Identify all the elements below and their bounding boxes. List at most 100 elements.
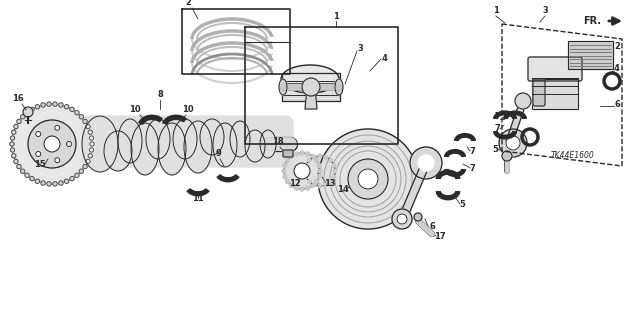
Ellipse shape bbox=[335, 79, 343, 95]
Circle shape bbox=[44, 136, 60, 152]
Circle shape bbox=[47, 182, 51, 186]
Circle shape bbox=[312, 183, 316, 187]
Circle shape bbox=[305, 152, 310, 156]
Circle shape bbox=[41, 181, 45, 185]
Circle shape bbox=[36, 152, 41, 157]
Circle shape bbox=[329, 159, 332, 162]
Circle shape bbox=[305, 186, 310, 190]
Circle shape bbox=[59, 181, 63, 185]
Ellipse shape bbox=[173, 119, 197, 159]
FancyBboxPatch shape bbox=[533, 80, 545, 106]
Text: 2: 2 bbox=[614, 42, 620, 51]
Circle shape bbox=[17, 164, 21, 169]
Ellipse shape bbox=[230, 121, 250, 157]
Ellipse shape bbox=[213, 123, 237, 167]
Circle shape bbox=[75, 110, 79, 115]
Circle shape bbox=[79, 169, 84, 174]
Circle shape bbox=[285, 159, 289, 162]
Circle shape bbox=[28, 120, 76, 168]
Text: 7: 7 bbox=[494, 112, 500, 121]
Text: 10: 10 bbox=[182, 105, 194, 114]
Circle shape bbox=[294, 163, 310, 179]
Circle shape bbox=[332, 163, 335, 167]
Circle shape bbox=[515, 93, 531, 109]
Circle shape bbox=[410, 147, 442, 179]
Circle shape bbox=[305, 163, 308, 167]
Circle shape bbox=[305, 156, 335, 186]
Text: 17: 17 bbox=[434, 232, 446, 241]
Circle shape bbox=[70, 176, 74, 181]
Circle shape bbox=[324, 155, 328, 159]
FancyBboxPatch shape bbox=[282, 73, 340, 101]
Ellipse shape bbox=[279, 79, 287, 95]
Circle shape bbox=[10, 136, 15, 140]
Circle shape bbox=[30, 176, 34, 181]
Ellipse shape bbox=[104, 131, 132, 171]
Circle shape bbox=[10, 142, 14, 146]
Circle shape bbox=[300, 187, 304, 191]
Circle shape bbox=[47, 102, 51, 106]
Polygon shape bbox=[506, 101, 526, 144]
Circle shape bbox=[289, 183, 293, 188]
Ellipse shape bbox=[260, 130, 276, 158]
Circle shape bbox=[59, 103, 63, 107]
Text: 3: 3 bbox=[542, 6, 548, 15]
Circle shape bbox=[310, 154, 315, 159]
Circle shape bbox=[25, 110, 29, 115]
Circle shape bbox=[315, 180, 319, 183]
Text: 2: 2 bbox=[185, 0, 191, 7]
Text: 6: 6 bbox=[429, 222, 435, 231]
Circle shape bbox=[20, 169, 25, 174]
Circle shape bbox=[30, 107, 34, 112]
Circle shape bbox=[86, 124, 90, 129]
Ellipse shape bbox=[146, 119, 170, 159]
Circle shape bbox=[52, 182, 57, 186]
Text: 4: 4 bbox=[381, 54, 387, 63]
Circle shape bbox=[20, 115, 25, 119]
Circle shape bbox=[83, 164, 87, 169]
Circle shape bbox=[65, 105, 69, 109]
Circle shape bbox=[83, 119, 87, 124]
Ellipse shape bbox=[184, 121, 212, 173]
Text: 7: 7 bbox=[494, 124, 500, 133]
Ellipse shape bbox=[82, 116, 118, 172]
Circle shape bbox=[418, 155, 434, 171]
Text: FR.: FR. bbox=[583, 16, 601, 26]
Circle shape bbox=[308, 159, 311, 162]
Circle shape bbox=[308, 180, 311, 183]
Circle shape bbox=[315, 159, 319, 162]
Circle shape bbox=[67, 142, 72, 146]
Text: 13: 13 bbox=[324, 179, 336, 188]
Circle shape bbox=[502, 151, 512, 161]
Text: 1: 1 bbox=[333, 12, 339, 21]
Ellipse shape bbox=[200, 119, 224, 155]
Circle shape bbox=[88, 130, 92, 134]
Circle shape bbox=[35, 105, 40, 109]
Circle shape bbox=[12, 130, 16, 134]
Circle shape bbox=[14, 159, 18, 164]
Circle shape bbox=[317, 163, 321, 167]
Circle shape bbox=[397, 214, 407, 224]
Circle shape bbox=[86, 159, 90, 164]
Circle shape bbox=[41, 103, 45, 107]
Text: 14: 14 bbox=[337, 185, 349, 194]
Circle shape bbox=[23, 107, 33, 117]
Circle shape bbox=[318, 169, 322, 173]
Ellipse shape bbox=[131, 123, 159, 175]
Circle shape bbox=[55, 158, 60, 163]
Circle shape bbox=[294, 186, 298, 190]
Circle shape bbox=[35, 179, 40, 183]
Circle shape bbox=[348, 159, 388, 199]
Text: 3: 3 bbox=[357, 44, 363, 53]
Circle shape bbox=[12, 153, 16, 158]
FancyBboxPatch shape bbox=[283, 150, 293, 157]
Circle shape bbox=[317, 174, 321, 179]
Circle shape bbox=[90, 136, 93, 140]
Circle shape bbox=[499, 129, 527, 157]
Circle shape bbox=[283, 174, 287, 179]
Circle shape bbox=[305, 175, 308, 179]
Circle shape bbox=[36, 131, 41, 137]
Text: 12: 12 bbox=[289, 179, 301, 188]
FancyBboxPatch shape bbox=[532, 79, 578, 109]
Circle shape bbox=[12, 104, 92, 184]
